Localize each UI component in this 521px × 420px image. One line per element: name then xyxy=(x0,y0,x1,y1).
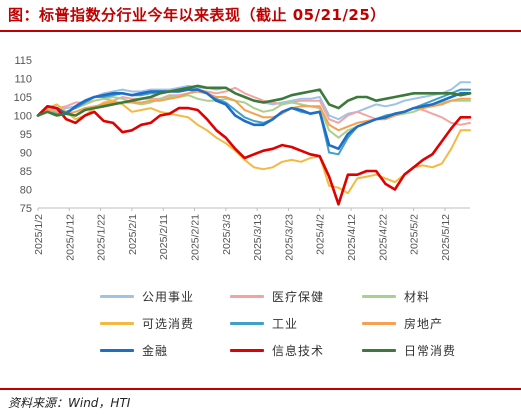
series-line xyxy=(36,84,472,117)
legend-label: 房地产 xyxy=(404,316,444,331)
y-tick-label: 110 xyxy=(14,74,32,86)
legend-item: 医疗保健 xyxy=(230,287,324,305)
legend-swatch xyxy=(100,321,134,325)
legend-swatch xyxy=(230,294,264,298)
x-tick-label: 2025/2/21 xyxy=(190,214,202,261)
legend-item: 可选消费 xyxy=(100,314,194,332)
x-tick-label: 2025/2/1 xyxy=(127,214,139,255)
x-tick-label: 2025/1/12 xyxy=(64,214,76,261)
y-tick-label: 75 xyxy=(20,203,32,215)
y-tick-label: 105 xyxy=(14,92,32,104)
legend-label: 材料 xyxy=(404,289,431,304)
legend-label: 金融 xyxy=(142,343,169,358)
y-tick-label: 80 xyxy=(20,185,32,197)
legend-item: 日常消费 xyxy=(362,341,456,359)
legend-item: 金融 xyxy=(100,341,168,359)
y-tick-label: 85 xyxy=(20,166,32,178)
x-tick-label: 2025/1/2 xyxy=(33,214,45,255)
line-chart: 75 80 85 90 95 100 105 110 115 2025/1/2 2025/1/12 2… xyxy=(14,55,472,261)
y-tick-label: 100 xyxy=(14,111,32,123)
legend-swatch xyxy=(362,294,396,298)
legend-swatch xyxy=(362,321,396,325)
legend-label: 工业 xyxy=(272,316,299,331)
x-tick-label: 2025/4/2 xyxy=(315,214,327,255)
x-tick-label: 2025/4/12 xyxy=(346,214,358,261)
y-tick-label: 115 xyxy=(14,55,32,67)
x-tick-label: 2025/2/11 xyxy=(158,214,170,260)
legend-swatch xyxy=(362,348,396,352)
chart-legend: 公用事业 医疗保健 材料可选消费 工业 房地产金融 信息技术 日常消费 xyxy=(100,287,500,377)
legend-swatch xyxy=(230,348,264,352)
series-line xyxy=(36,88,472,151)
legend-label: 可选消费 xyxy=(142,316,195,331)
x-tick-label: 2025/5/2 xyxy=(409,214,421,255)
footer-divider xyxy=(0,388,521,390)
legend-item: 信息技术 xyxy=(230,341,324,359)
legend-swatch xyxy=(100,348,134,352)
source-note: 资料来源：Wind，HTI xyxy=(8,396,131,410)
x-tick-label: 2025/4/22 xyxy=(377,214,389,261)
x-tick-label: 2025/5/12 xyxy=(440,214,452,261)
legend-swatch xyxy=(100,294,134,298)
legend-swatch xyxy=(230,321,264,325)
legend-item: 材料 xyxy=(362,287,430,305)
legend-label: 日常消费 xyxy=(404,343,457,358)
title-divider xyxy=(0,30,521,32)
legend-item: 公用事业 xyxy=(100,287,194,305)
x-tick-label: 2025/3/23 xyxy=(283,214,295,261)
series-line xyxy=(36,105,472,206)
y-tick-label: 95 xyxy=(20,129,32,141)
legend-label: 公用事业 xyxy=(142,289,195,304)
legend-item: 工业 xyxy=(230,314,298,332)
legend-label: 医疗保健 xyxy=(272,289,325,304)
chart-title: 图：标普指数分行业今年以来表现（截止 05/21/25） xyxy=(8,6,386,24)
y-tick-label: 90 xyxy=(20,148,32,160)
x-tick-label: 2025/3/13 xyxy=(252,214,264,261)
x-tick-label: 2025/1/22 xyxy=(96,214,108,261)
x-tick-label: 2025/3/3 xyxy=(221,214,233,255)
legend-label: 信息技术 xyxy=(272,343,325,358)
series-line xyxy=(37,99,471,195)
legend-item: 房地产 xyxy=(362,314,443,332)
